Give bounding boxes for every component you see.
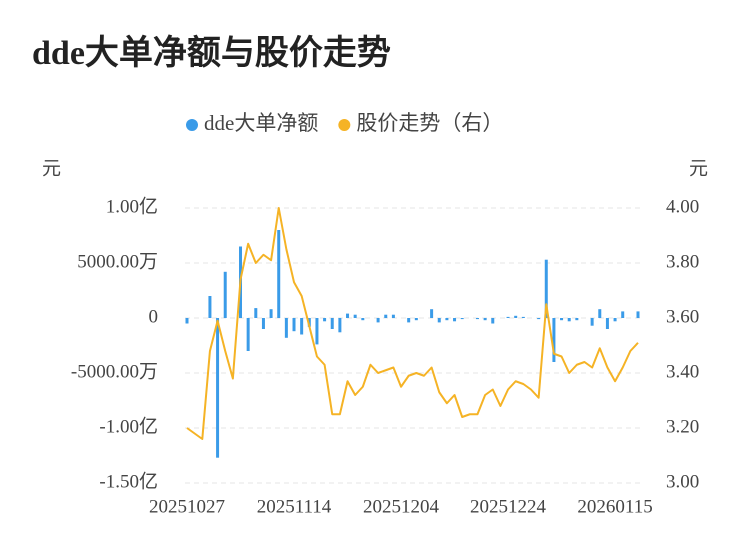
bar [376, 318, 380, 323]
bar [330, 318, 334, 329]
bar [246, 318, 250, 351]
chart-title: dde大单净额与股价走势 [32, 34, 391, 72]
y-tick-label: 5000.00万 [77, 251, 158, 272]
bar [506, 316, 510, 318]
y-tick-label: 1.00亿 [106, 195, 158, 217]
x-tick-label: 20260115 [577, 496, 652, 517]
y2-axis-unit: 元 [689, 158, 708, 179]
bar [338, 318, 342, 333]
bar [598, 309, 602, 318]
bar [216, 318, 220, 458]
bar [537, 318, 541, 320]
bar [636, 311, 640, 318]
legend-label: 股价走势（右） [356, 111, 503, 135]
y2-tick-label: 3.40 [666, 361, 699, 382]
bar [315, 318, 319, 345]
bar [575, 318, 579, 321]
bar [361, 318, 365, 321]
y-tick-label: -1.00亿 [99, 415, 158, 437]
legend-marker [338, 119, 351, 131]
y2-tick-label: 3.00 [666, 471, 699, 492]
bar [300, 318, 304, 335]
bar [590, 318, 594, 326]
bar [521, 316, 525, 318]
legend-marker [186, 119, 198, 131]
bar [384, 314, 388, 318]
bar [223, 271, 227, 318]
legend: dde大单净额 股价走势（右） [186, 111, 503, 135]
bar [437, 318, 441, 323]
y-tick-label: -1.50亿 [99, 470, 158, 492]
bar [544, 259, 548, 318]
bar [453, 318, 457, 322]
x-tick-label: 20251114 [257, 496, 332, 517]
bar [613, 318, 617, 322]
bar [292, 318, 296, 332]
bar [261, 318, 265, 329]
bar [269, 309, 273, 318]
bar [430, 309, 434, 318]
bar [414, 318, 418, 321]
bar [552, 318, 556, 362]
bar [407, 318, 411, 323]
bar [346, 313, 350, 318]
bar [483, 318, 487, 321]
y2-tick-label: 3.80 [666, 251, 699, 272]
bar [284, 318, 288, 338]
y2-tick-label: 3.60 [666, 306, 699, 327]
bar [353, 314, 357, 318]
bar [567, 318, 571, 322]
x-tick-label: 20251224 [470, 496, 547, 517]
bar [605, 318, 609, 329]
y2-tick-label: 4.00 [666, 196, 699, 217]
bar [475, 318, 479, 320]
bar [621, 311, 625, 318]
x-tick-label: 20251027 [149, 496, 225, 517]
y2-tick-label: 3.20 [666, 416, 699, 437]
y-tick-label: 0 [149, 306, 159, 327]
bar [323, 318, 327, 322]
bar [254, 308, 258, 318]
bar [185, 318, 189, 324]
bar [208, 296, 212, 318]
bar [560, 318, 564, 321]
bar [445, 318, 449, 321]
y-axis-unit: 元 [42, 158, 61, 179]
price-line [186, 207, 639, 440]
bar [277, 230, 281, 318]
bar [491, 318, 495, 324]
legend-label: dde大单净额 [204, 111, 318, 135]
x-tick-label: 20251204 [363, 496, 440, 517]
y-tick-label: -5000.00万 [71, 361, 158, 382]
bar [391, 314, 395, 318]
bar [514, 315, 518, 318]
bar [460, 318, 464, 320]
